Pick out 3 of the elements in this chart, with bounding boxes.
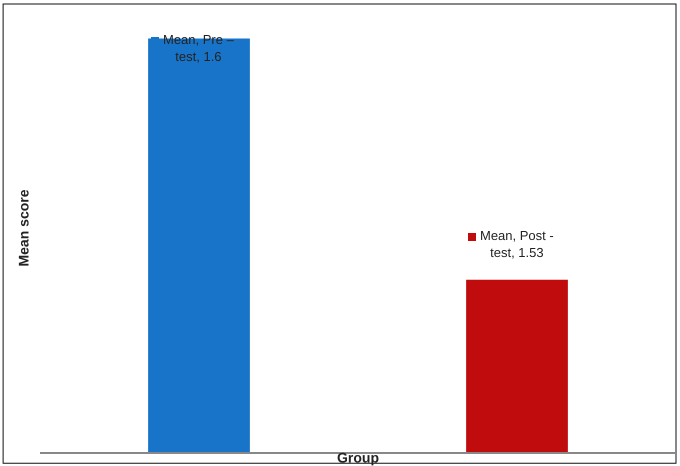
x-axis-title: Group: [337, 450, 379, 466]
data-label: Mean, Post - test, 1.53: [480, 228, 554, 260]
y-axis-title: Mean score: [16, 189, 32, 267]
